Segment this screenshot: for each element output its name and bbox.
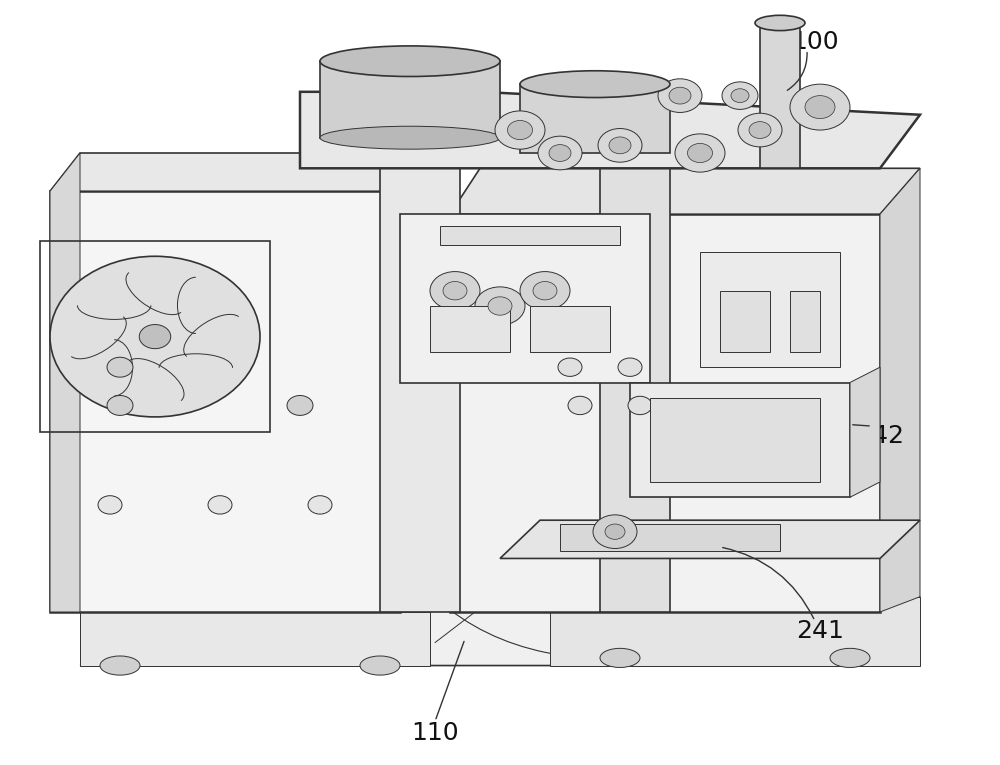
Polygon shape [500,520,920,558]
Circle shape [738,113,782,147]
Polygon shape [450,168,920,214]
Bar [440,226,620,245]
Polygon shape [880,168,920,612]
Circle shape [495,111,545,149]
Circle shape [107,396,133,415]
Polygon shape [80,597,920,666]
Circle shape [675,134,725,172]
Circle shape [598,129,642,162]
Bar [430,306,510,352]
Polygon shape [850,367,880,497]
Polygon shape [550,597,920,666]
Ellipse shape [320,126,500,149]
FancyArrowPatch shape [853,425,869,426]
Ellipse shape [755,15,805,31]
Circle shape [558,358,582,376]
Bar [745,164,820,176]
Circle shape [628,396,652,415]
Polygon shape [50,153,430,191]
Circle shape [520,272,570,310]
Ellipse shape [360,656,400,675]
FancyArrowPatch shape [723,548,814,619]
Circle shape [593,515,637,549]
Bar [720,291,770,352]
Ellipse shape [100,656,140,675]
Circle shape [107,357,133,377]
Circle shape [731,89,749,103]
Bar [110,528,210,581]
Bar [650,398,820,482]
Ellipse shape [520,71,670,98]
Polygon shape [400,214,650,382]
Circle shape [805,96,835,119]
Circle shape [533,282,557,300]
Text: 241: 241 [796,619,844,643]
Text: 110: 110 [411,721,459,745]
Circle shape [98,496,122,514]
Circle shape [488,297,512,315]
Bar [790,291,820,352]
Bar [320,61,500,138]
Text: 100: 100 [791,30,839,54]
Circle shape [50,256,260,417]
Circle shape [308,496,332,514]
Circle shape [722,82,758,109]
Circle shape [749,122,771,138]
Bar [90,513,370,597]
Ellipse shape [830,648,870,667]
Polygon shape [80,612,430,666]
Circle shape [568,396,592,415]
Circle shape [287,396,313,415]
Polygon shape [450,214,880,612]
Polygon shape [630,382,850,497]
Ellipse shape [320,46,500,76]
Polygon shape [300,92,920,168]
Polygon shape [600,168,670,612]
Bar [520,84,670,153]
Ellipse shape [600,648,640,667]
Bar [230,528,350,581]
Circle shape [475,287,525,325]
Circle shape [430,272,480,310]
Polygon shape [380,138,460,612]
FancyArrowPatch shape [787,53,807,90]
Bar [560,524,780,551]
Circle shape [538,136,582,170]
Bar [700,252,840,367]
Polygon shape [760,23,800,168]
Circle shape [688,144,712,163]
Text: 242: 242 [856,424,904,448]
Circle shape [605,524,625,539]
Circle shape [790,84,850,130]
Bar [40,241,270,432]
Polygon shape [50,153,80,612]
Circle shape [618,358,642,376]
Circle shape [139,324,171,349]
Circle shape [208,496,232,514]
Circle shape [443,282,467,300]
Polygon shape [50,191,400,612]
Circle shape [669,87,691,104]
Circle shape [609,137,631,154]
Circle shape [658,79,702,112]
Circle shape [549,145,571,161]
Bar [530,306,610,352]
FancyArrowPatch shape [436,641,464,719]
Circle shape [508,121,532,140]
